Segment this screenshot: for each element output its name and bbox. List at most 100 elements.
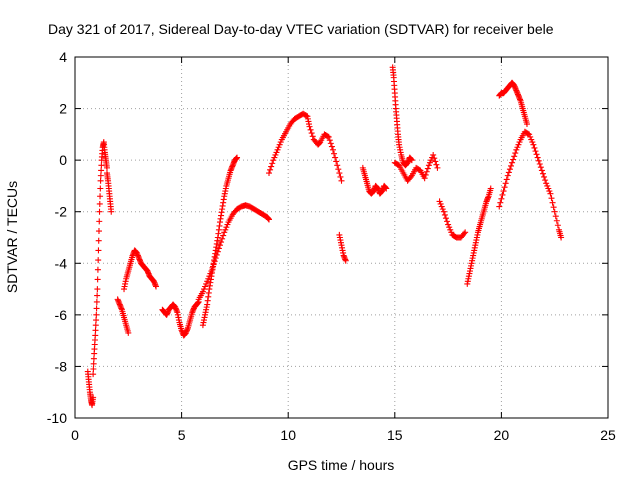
seg-mid-peak xyxy=(266,110,345,184)
data-point xyxy=(423,168,430,175)
data-point xyxy=(553,217,560,224)
data-point xyxy=(331,150,338,157)
data-point xyxy=(447,226,454,233)
seg-trough xyxy=(159,298,202,339)
y-tick-label: 2 xyxy=(59,101,67,117)
data-point xyxy=(513,146,520,153)
data-point xyxy=(97,185,104,192)
data-point xyxy=(266,216,273,223)
data-point xyxy=(511,153,518,160)
data-point xyxy=(90,360,97,367)
data-point xyxy=(90,394,97,401)
data-point xyxy=(338,177,345,184)
data-point xyxy=(531,144,538,151)
data-point xyxy=(428,157,435,164)
data-point xyxy=(440,208,447,215)
chart-title: Day 321 of 2017, Sidereal Day-to-day VTE… xyxy=(48,21,554,37)
data-point xyxy=(92,322,99,329)
data-point xyxy=(90,371,97,378)
data-point xyxy=(273,149,280,156)
data-point xyxy=(509,159,516,166)
data-point xyxy=(547,190,554,197)
data-point xyxy=(498,195,505,202)
data-point xyxy=(199,288,206,295)
y-tick-label: -6 xyxy=(55,307,68,323)
data-point xyxy=(446,224,453,231)
data-point xyxy=(93,311,100,318)
data-point xyxy=(333,158,340,165)
data-point xyxy=(216,242,223,249)
data-point xyxy=(537,164,544,171)
data-point xyxy=(93,317,100,324)
data-point xyxy=(328,143,335,150)
data-point xyxy=(433,161,440,168)
data-point xyxy=(436,198,443,205)
data-point xyxy=(220,232,227,239)
data-point xyxy=(528,136,535,143)
data-point xyxy=(94,286,101,293)
data-point xyxy=(548,195,555,202)
data-point xyxy=(94,266,101,273)
data-point xyxy=(487,185,494,192)
data-point xyxy=(533,151,540,158)
seg-bump-1 xyxy=(121,247,160,293)
data-point xyxy=(552,213,559,220)
data-point xyxy=(272,151,279,158)
data-point xyxy=(408,157,415,164)
data-point xyxy=(512,150,519,157)
data-point xyxy=(534,154,541,161)
data-point xyxy=(500,188,507,195)
data-point xyxy=(541,173,548,180)
data-point xyxy=(98,167,105,174)
data-point xyxy=(90,366,97,373)
data-point xyxy=(445,221,452,228)
data-point xyxy=(448,229,455,236)
seg-spike xyxy=(389,64,415,169)
data-point xyxy=(90,355,97,362)
data-point xyxy=(383,185,390,192)
data-point xyxy=(425,162,432,169)
data-point xyxy=(307,126,314,133)
data-point xyxy=(205,275,212,282)
data-point xyxy=(505,169,512,176)
data-point xyxy=(546,188,553,195)
x-tick-label: 5 xyxy=(178,427,186,443)
data-point xyxy=(422,171,429,178)
data-point xyxy=(222,226,229,233)
data-point xyxy=(421,175,428,182)
data-point xyxy=(221,229,228,236)
seg-late-b xyxy=(496,128,565,241)
data-point xyxy=(538,167,545,174)
data-point xyxy=(200,286,207,293)
y-tick-label: 4 xyxy=(59,49,67,65)
data-point xyxy=(507,162,514,169)
data-point xyxy=(303,112,310,119)
data-point xyxy=(202,283,209,290)
x-tick-label: 20 xyxy=(494,427,510,443)
y-tick-label: -2 xyxy=(55,204,68,220)
data-point xyxy=(223,224,230,231)
data-point xyxy=(551,208,558,215)
y-tick-label: -4 xyxy=(55,255,68,271)
data-point xyxy=(98,162,105,169)
data-point xyxy=(93,298,100,305)
data-point xyxy=(274,146,281,153)
data-point xyxy=(95,228,102,235)
y-tick-label: 0 xyxy=(59,152,67,168)
data-point xyxy=(526,131,533,138)
data-point xyxy=(544,182,551,189)
data-points xyxy=(84,64,565,409)
data-point xyxy=(543,180,550,187)
data-point xyxy=(426,159,433,166)
data-point xyxy=(437,200,444,207)
data-point xyxy=(125,329,132,336)
data-point xyxy=(94,276,101,283)
data-point xyxy=(327,140,334,147)
data-point xyxy=(271,154,278,161)
data-point xyxy=(499,191,506,198)
data-point xyxy=(92,332,99,339)
seg-late-a xyxy=(496,79,530,128)
data-point xyxy=(558,234,565,241)
data-point xyxy=(96,200,103,207)
